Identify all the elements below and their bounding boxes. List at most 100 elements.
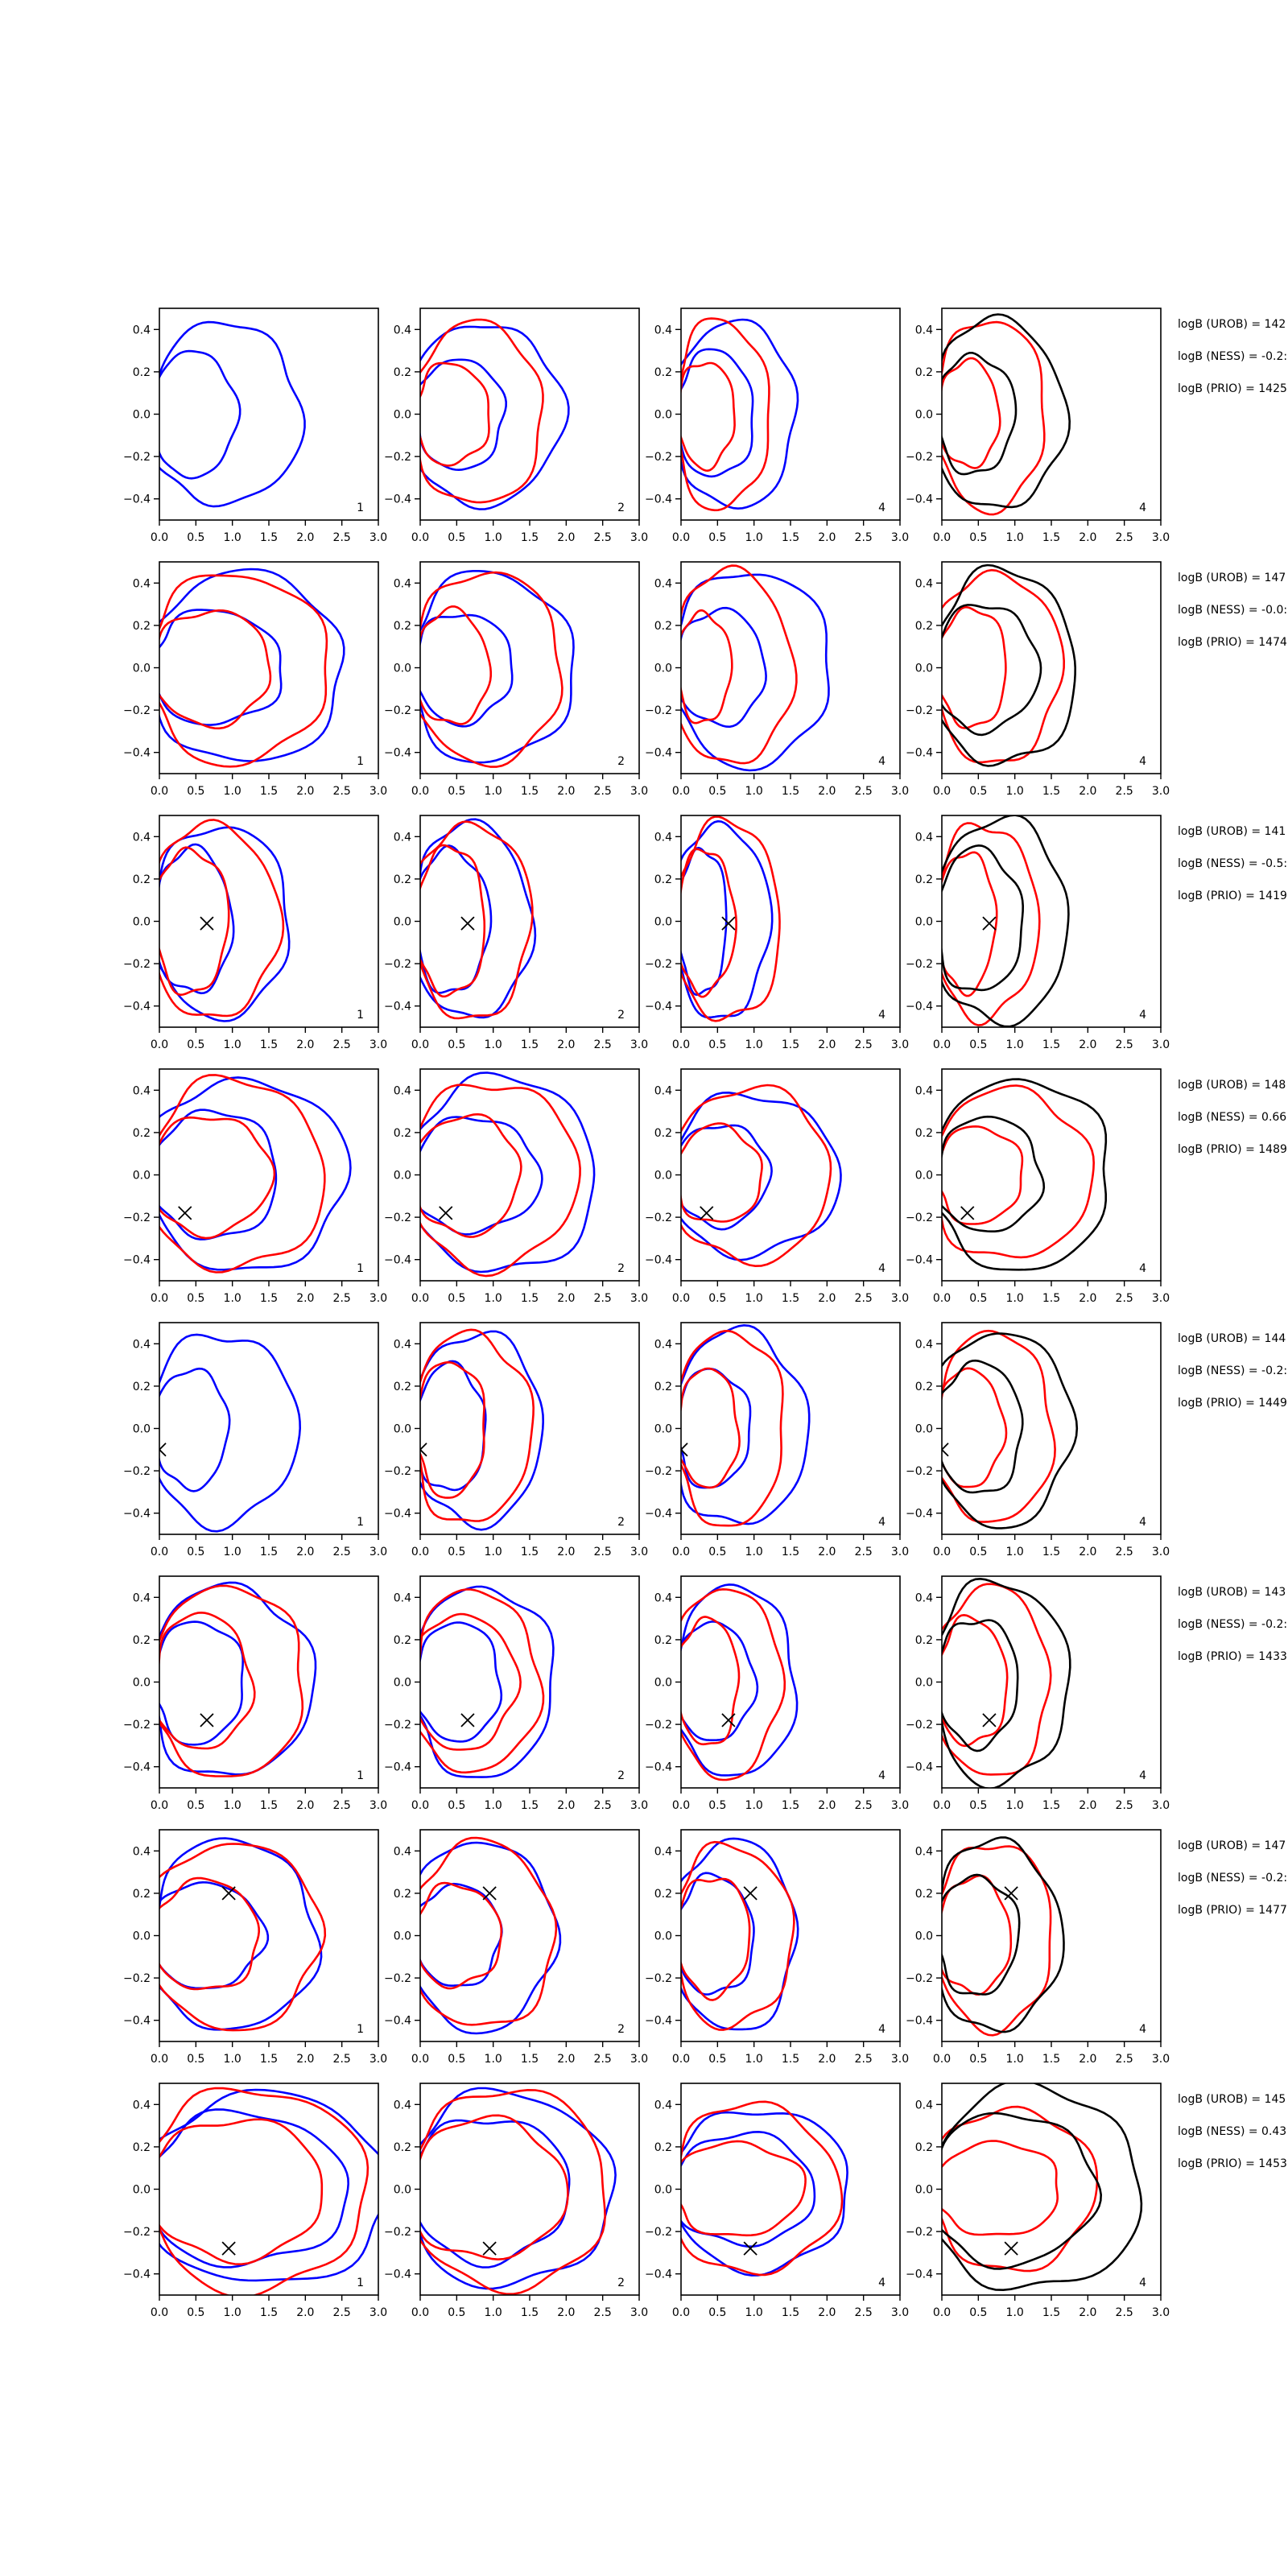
- y-tick-label: 0.4: [654, 1338, 672, 1351]
- y-tick-label: −0.2: [123, 1972, 151, 1985]
- red-contour-1: [420, 1328, 535, 1522]
- x-tick-label: 1.5: [1042, 531, 1060, 544]
- best-fit-marker: [482, 1886, 497, 1901]
- y-tick-label: 0.4: [654, 1591, 672, 1604]
- x-tick-label: 0.0: [933, 1799, 951, 1812]
- x-tick-label: 0.5: [448, 2053, 465, 2066]
- red-contour-2: [942, 605, 1007, 729]
- best-fit-marker: [681, 1443, 688, 1457]
- x-tick-label: 1.5: [782, 531, 799, 544]
- x-tick-label: 1.0: [485, 1038, 502, 1051]
- x-tick-label: 2.0: [557, 2053, 575, 2066]
- y-tick-label: 0.0: [133, 1930, 151, 1943]
- x-tick-label: 0.5: [969, 785, 987, 798]
- y-tick-label: 0.2: [654, 1381, 672, 1393]
- best-fit-marker: [460, 916, 475, 931]
- red-contour-2: [159, 609, 272, 730]
- x-tick-label: 1.5: [260, 1038, 278, 1051]
- x-tick-label: 3.0: [891, 1546, 909, 1558]
- panel-8-4: 0.0 0.5 1.0 1.5 2.0 2.5 3.0 0.4 0.2 0.0 −0.2 −0.4 4: [906, 2083, 1170, 2319]
- blue-contour-1: [681, 318, 799, 510]
- contour-group: [681, 317, 799, 512]
- logb-annotation: logB (NESS) = -0.2:: [1178, 350, 1287, 363]
- x-tick-label: 2.0: [818, 2053, 836, 2066]
- y-tick-label: 0.4: [133, 831, 151, 844]
- x-tick-label: 2.5: [594, 531, 612, 544]
- blue-contour-2: [159, 1108, 278, 1241]
- figure-row-8: 0.0 0.5 1.0 1.5 2.0 2.5 3.00.40.20.0−0.2−0.410…: [123, 2083, 1287, 2319]
- blue-contour-1: [681, 1837, 799, 2031]
- y-tick-label: 0.4: [394, 1084, 411, 1097]
- contour-group: [942, 1329, 1079, 1530]
- panel-label: 1: [357, 1009, 364, 1022]
- figure-row-6: 0.0 0.5 1.0 1.5 2.0 2.5 3.00.40.20.0−0.2−0.410…: [123, 1575, 1287, 1812]
- red-contour-1: [420, 1836, 558, 2026]
- y-tick-label: 0.4: [654, 324, 672, 336]
- panel-4-4: 0.0 0.5 1.0 1.5 2.0 2.5 3.0 0.4 0.2 0.0 −0.2 −0.4 4: [906, 1068, 1170, 1305]
- panel-7-1: 0.0 0.5 1.0 1.5 2.0 2.5 3.0 0.4 0.2 0.0 −0.2 −0.4 1: [123, 1829, 387, 2066]
- x-tick-label: 1.5: [782, 1038, 799, 1051]
- y-tick-label: 0.4: [133, 324, 151, 336]
- y-tick-label: −0.4: [123, 2015, 151, 2028]
- panel-label: 2: [617, 1009, 625, 1022]
- y-tick-label: 0.0: [394, 916, 411, 929]
- y-tick-label: −0.2: [906, 1719, 933, 1732]
- best-fit-marker: [439, 1206, 453, 1220]
- red-contour-1: [159, 1074, 326, 1274]
- contour-group: [420, 318, 570, 510]
- y-tick-label: 0.4: [654, 2099, 672, 2112]
- panel-label: 2: [617, 1516, 625, 1529]
- x-tick-label: 1.0: [485, 1546, 502, 1558]
- x-tick-label: 2.5: [333, 531, 351, 544]
- x-tick-label: 1.5: [521, 1799, 539, 1812]
- best-fit-marker: [420, 1443, 427, 1457]
- contour-group: [942, 1836, 1065, 2037]
- panel-3-4: 0.0 0.5 1.0 1.5 2.0 2.5 3.0 0.4 0.2 0.0 −0.2 −0.4 4: [906, 815, 1170, 1051]
- panel-3-3: 0.0 0.5 1.0 1.5 2.0 2.5 3.0 0.4 0.2 0.0 −0.2 −0.4 4: [645, 815, 909, 1051]
- panel-6-3: 0.0 0.5 1.0 1.5 2.0 2.5 3.0 0.4 0.2 0.0 −0.2 −0.4 4: [645, 1575, 909, 1812]
- y-tick-label: −0.4: [645, 493, 672, 506]
- x-tick-label: 2.5: [594, 2053, 612, 2066]
- red-contour-2: [159, 846, 230, 997]
- contour-group: [420, 2087, 617, 2295]
- x-tick-label: 0.0: [151, 2053, 168, 2066]
- blue-contour-1: [420, 1841, 562, 2035]
- blue-contour-1: [420, 325, 570, 510]
- y-tick-label: −0.4: [384, 493, 411, 506]
- y-tick-label: 0.0: [394, 2184, 411, 2197]
- y-tick-label: −0.4: [906, 1001, 933, 1013]
- x-tick-label: 2.5: [594, 1292, 612, 1305]
- y-tick-label: 0.4: [394, 1845, 411, 1858]
- x-tick-label: 3.0: [1152, 2306, 1170, 2319]
- x-tick-label: 1.0: [745, 1292, 763, 1305]
- y-tick-label: 0.4: [654, 831, 672, 844]
- red-contour-2: [942, 1367, 1008, 1488]
- y-tick-label: −0.2: [906, 1212, 933, 1224]
- x-tick-label: 2.5: [594, 1038, 612, 1051]
- y-tick-label: 0.2: [654, 1634, 672, 1647]
- y-tick-label: 0.0: [915, 1930, 933, 1943]
- panel-label: 1: [357, 2277, 364, 2289]
- x-tick-label: 3.0: [1152, 1292, 1170, 1305]
- blue-contour-1: [159, 320, 306, 508]
- axes-frame: [680, 561, 901, 774]
- x-tick-label: 0.0: [933, 1546, 951, 1558]
- x-tick-label: 0.0: [151, 1038, 168, 1051]
- logb-annotation: logB (PRIO) = 1425: [1178, 382, 1287, 395]
- blue-contour-1: [159, 1837, 323, 2031]
- x-tick-label: 0.0: [933, 1292, 951, 1305]
- x-tick-label: 2.5: [855, 1546, 873, 1558]
- red-contour-2: [681, 609, 733, 724]
- x-tick-label: 0.0: [411, 785, 429, 798]
- x-tick-label: 3.0: [1152, 785, 1170, 798]
- y-tick-label: 0.2: [654, 620, 672, 633]
- y-tick-label: −0.2: [123, 1719, 151, 1732]
- x-tick-label: 2.5: [855, 2053, 873, 2066]
- x-tick-label: 2.0: [818, 1038, 836, 1051]
- x-tick-label: 2.0: [557, 1292, 575, 1305]
- y-tick-label: −0.2: [384, 451, 411, 464]
- x-tick-label: 0.5: [187, 2306, 204, 2319]
- x-tick-label: 2.5: [1116, 1038, 1133, 1051]
- y-tick-label: −0.4: [645, 1508, 672, 1521]
- x-tick-label: 2.0: [296, 1546, 314, 1558]
